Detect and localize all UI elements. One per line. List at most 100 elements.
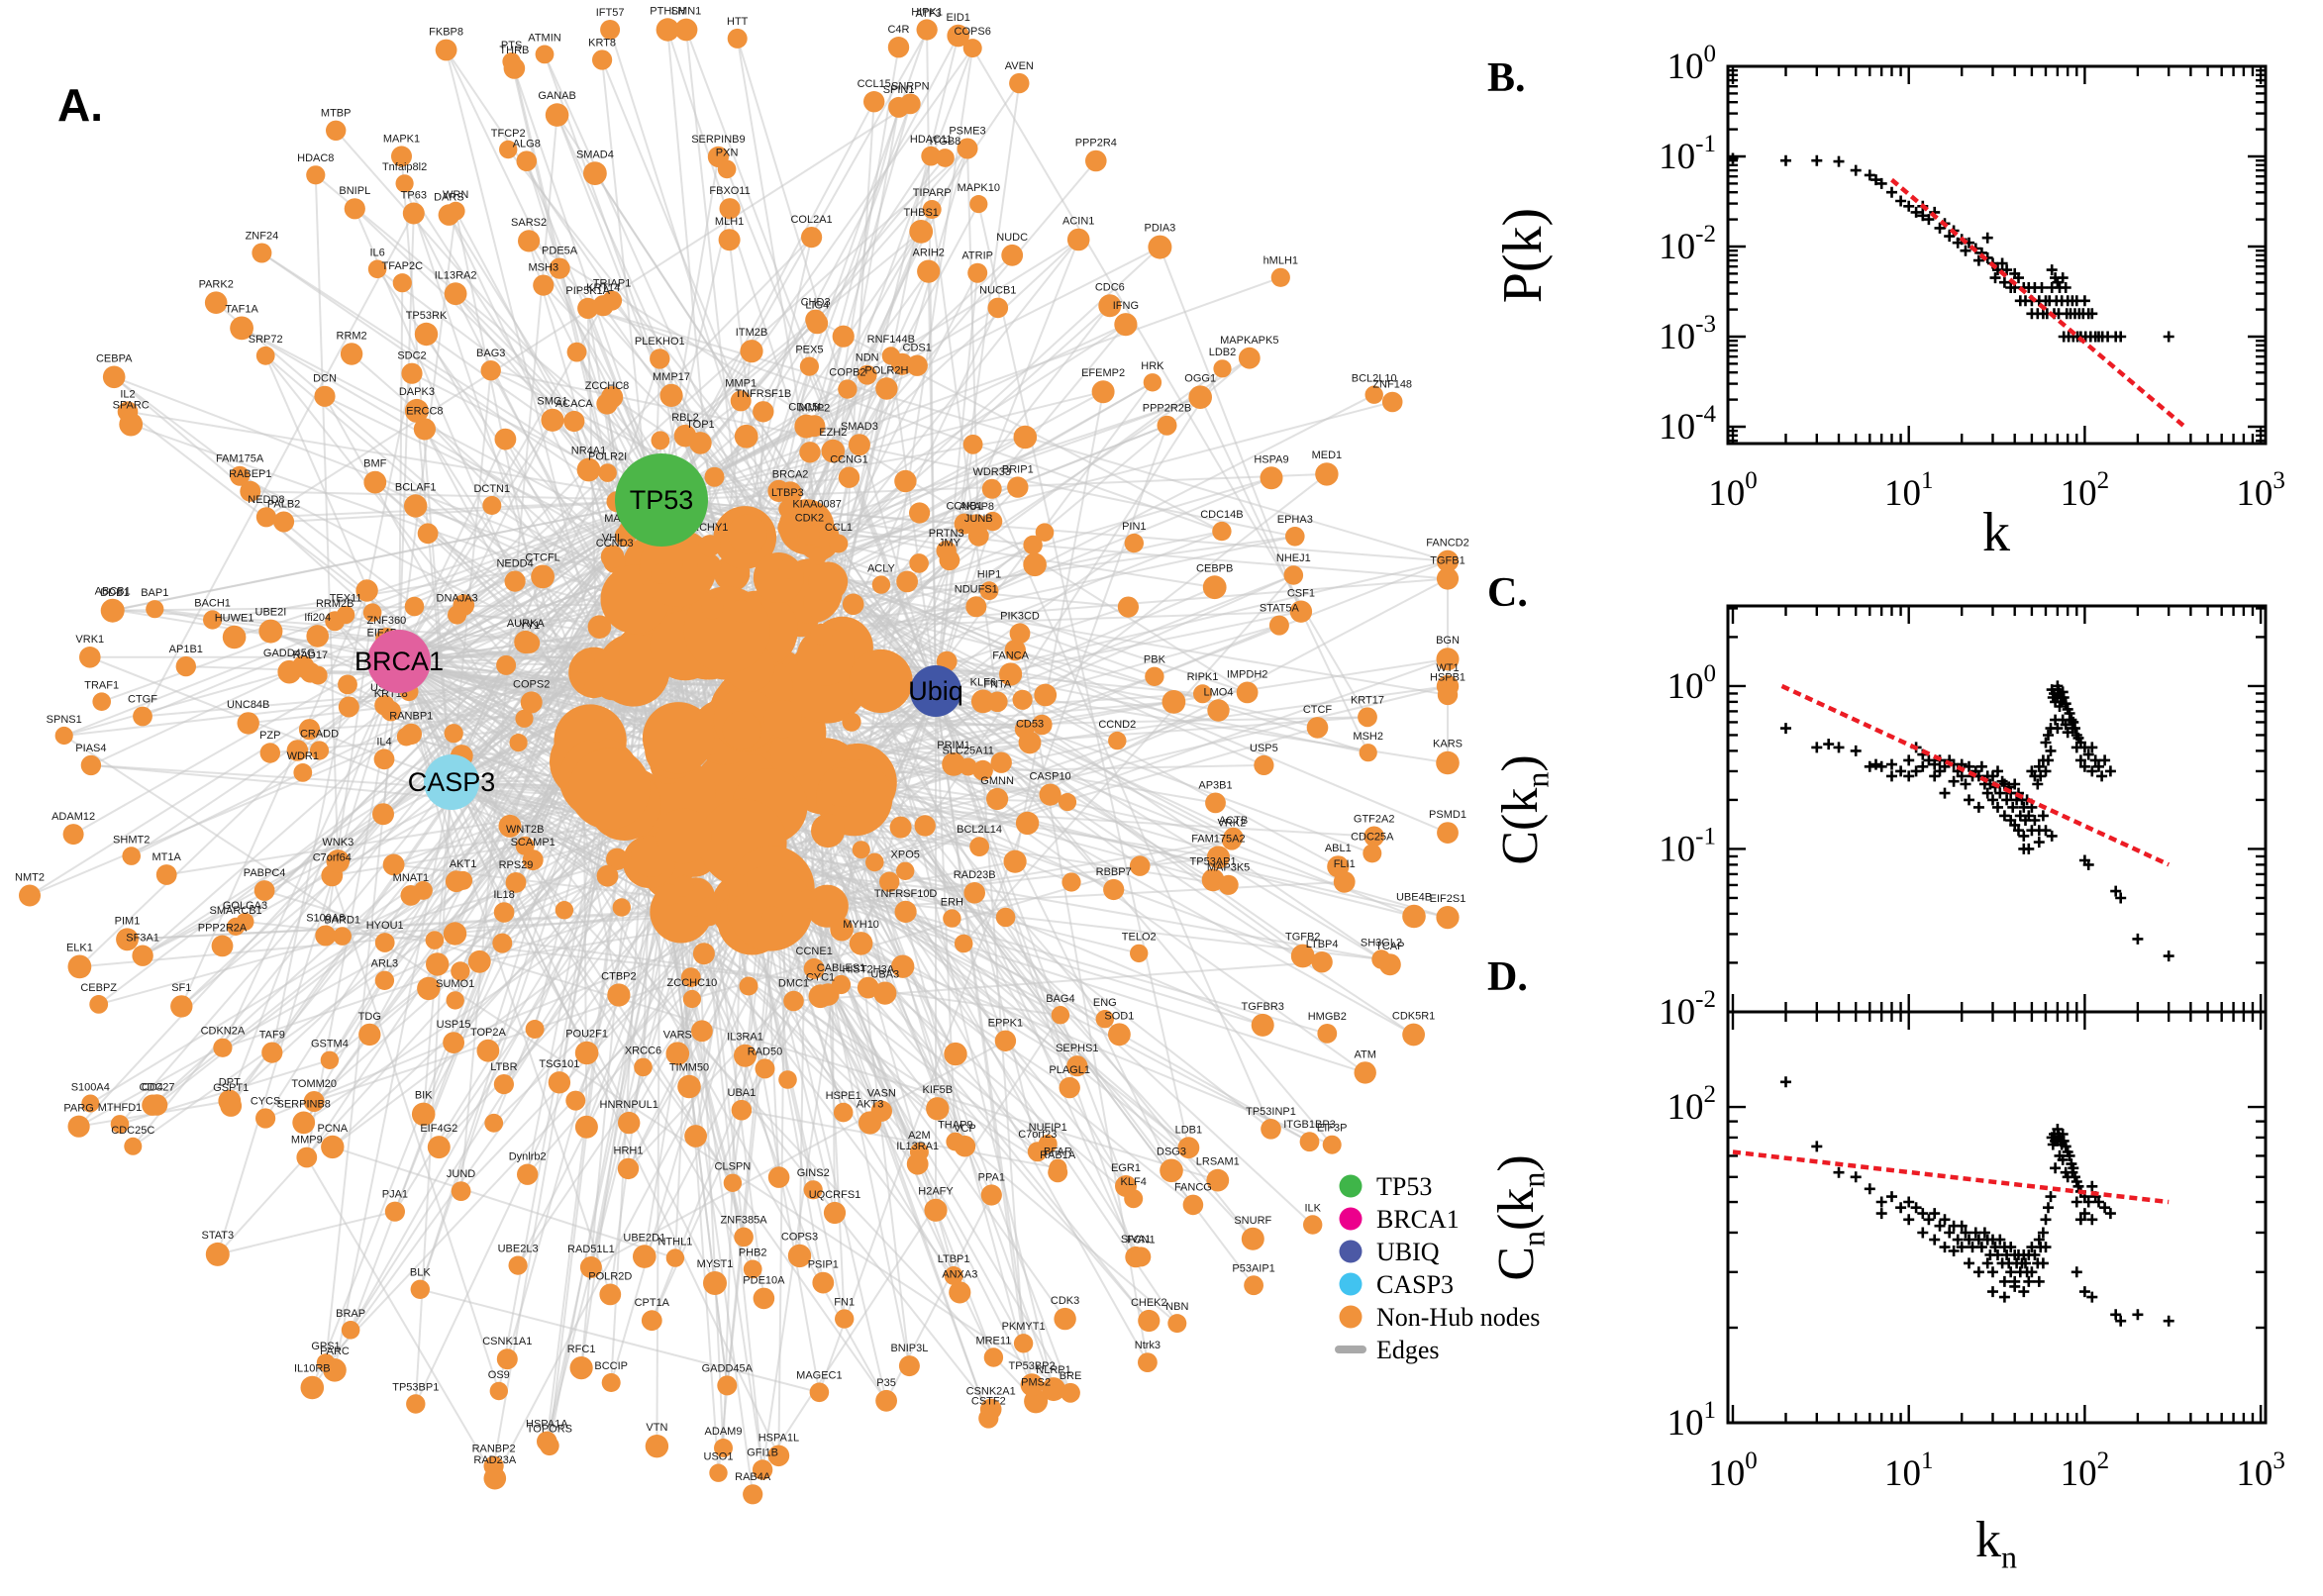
network-node: [401, 362, 423, 384]
network-node: [1009, 623, 1031, 645]
x-axis-title: k: [1982, 502, 2010, 563]
network-node-label: ANXA3: [942, 1268, 977, 1280]
network-node: [454, 870, 473, 890]
network-node: [783, 990, 804, 1012]
network-node-label: TP53INP1: [1246, 1106, 1296, 1118]
network-node: [1358, 707, 1377, 728]
network-node-label: UBE4B: [1396, 892, 1432, 904]
network-node: [969, 837, 989, 856]
network-node: [451, 961, 470, 981]
network-node: [438, 204, 460, 226]
network-node-label: PSMD1: [1429, 809, 1466, 821]
network-node-label: EZH2: [819, 427, 847, 439]
network-node: [714, 1439, 733, 1457]
network-node: [1023, 552, 1047, 577]
network-node-label: CDK3: [1051, 1295, 1079, 1307]
network-node: [413, 418, 436, 441]
network-node: [391, 146, 412, 167]
network-node-label: IL10RB: [294, 1363, 331, 1375]
network-node: [1283, 565, 1304, 585]
network-node-label: HDAC11: [910, 134, 953, 146]
network-node-label: GOLGA3: [223, 900, 267, 912]
network-node-label: SRP72: [249, 334, 283, 346]
network-node: [617, 1157, 640, 1180]
network-node: [645, 1435, 669, 1458]
network-node: [1177, 1137, 1200, 1159]
network-node-label: UBE2D1: [623, 1232, 665, 1244]
network-node: [1236, 681, 1259, 704]
network-node-label: PDE10A: [743, 1275, 785, 1287]
network-node: [875, 377, 898, 400]
network-node: [363, 470, 387, 494]
network-node: [373, 748, 395, 770]
network-node-label: ARIH2: [912, 248, 944, 259]
network-node: [81, 1094, 100, 1113]
network-node: [1306, 717, 1329, 739]
network-core-node: [805, 884, 849, 928]
network-node-label: ATRIP: [961, 250, 993, 262]
panel-a-label: A.: [57, 79, 103, 131]
network-node: [979, 1398, 1002, 1421]
network-node: [576, 457, 601, 482]
network-node: [444, 724, 463, 744]
network-node-label: SMARCB1: [210, 905, 262, 917]
plot-tick-labels: 100 101 102 103 100 10-1 10-2 10-3 10-4: [1659, 41, 2285, 514]
network-node-label: PIAS4: [75, 743, 106, 754]
network-node-label: PSME3: [949, 126, 985, 138]
network-node: [734, 424, 758, 449]
network-node-label: FAM175A: [216, 453, 264, 465]
network-node-label: ABCB1: [95, 586, 131, 598]
network-node-label: EIF2S1: [1430, 893, 1466, 905]
network-node: [829, 534, 849, 553]
network-node: [896, 570, 918, 593]
network-node: [119, 412, 144, 437]
network-node: [917, 259, 941, 283]
network-node: [650, 349, 670, 369]
network-node: [704, 466, 725, 487]
network-node-label: UQCRFS1: [809, 1189, 861, 1201]
network-node: [54, 726, 73, 746]
network-node-label: NEDD8: [248, 494, 284, 506]
network-node-label: IFNG: [1113, 300, 1139, 312]
network-node-label: CDC25A: [1351, 831, 1394, 843]
network-node: [823, 1201, 847, 1225]
network-node-label: AURKA: [507, 618, 546, 630]
network-node: [574, 1041, 599, 1065]
network-node: [972, 759, 993, 781]
network-node: [518, 230, 541, 252]
legend-item-label: Non-Hub nodes: [1376, 1303, 1540, 1332]
network-node-label: CCNG1: [830, 454, 868, 466]
network-node-label: SH3GL2: [1361, 937, 1402, 948]
network-node: [1182, 1194, 1204, 1216]
hub-node-circle: [367, 630, 431, 693]
network-node-label: BAG3: [476, 348, 505, 359]
tick-label: 10-4: [1659, 401, 1716, 448]
network-core-node: [642, 702, 715, 774]
network-node: [306, 625, 330, 648]
network-node: [831, 974, 852, 995]
network-node-label: NUDC: [996, 232, 1028, 244]
network-node-label: SF3A1: [126, 933, 159, 945]
network-node: [894, 469, 917, 493]
network-node-label: MT1A: [152, 851, 182, 863]
network-node: [808, 984, 833, 1009]
network-node: [443, 922, 467, 946]
plot-tick-labels: 100 10-1 10-2: [1659, 660, 1716, 1033]
network-node-label: CEBPZ: [80, 982, 117, 994]
network-node-label: BCL2L14: [957, 824, 1002, 836]
network-node-label: BACH1: [194, 597, 231, 609]
network-node-label: RAD51L1: [567, 1244, 615, 1255]
network-node-label: IL13RA2: [435, 269, 477, 281]
network-node-label: S100A8: [306, 913, 345, 925]
network-node-label: EID1: [946, 12, 969, 24]
network-node-label: CHD3: [801, 297, 831, 309]
network-node: [810, 623, 833, 646]
network-node-label: VCP: [954, 1123, 976, 1135]
network-node-label: PHB2: [739, 1247, 767, 1259]
network-node-label: DSG3: [1157, 1147, 1186, 1158]
network-node-label: BRCA2: [772, 468, 809, 480]
network-node: [133, 706, 152, 727]
network-node-label: TFAP2C: [382, 260, 424, 272]
network-node: [1285, 527, 1305, 547]
network-node-label: FANCD2: [1426, 538, 1468, 549]
